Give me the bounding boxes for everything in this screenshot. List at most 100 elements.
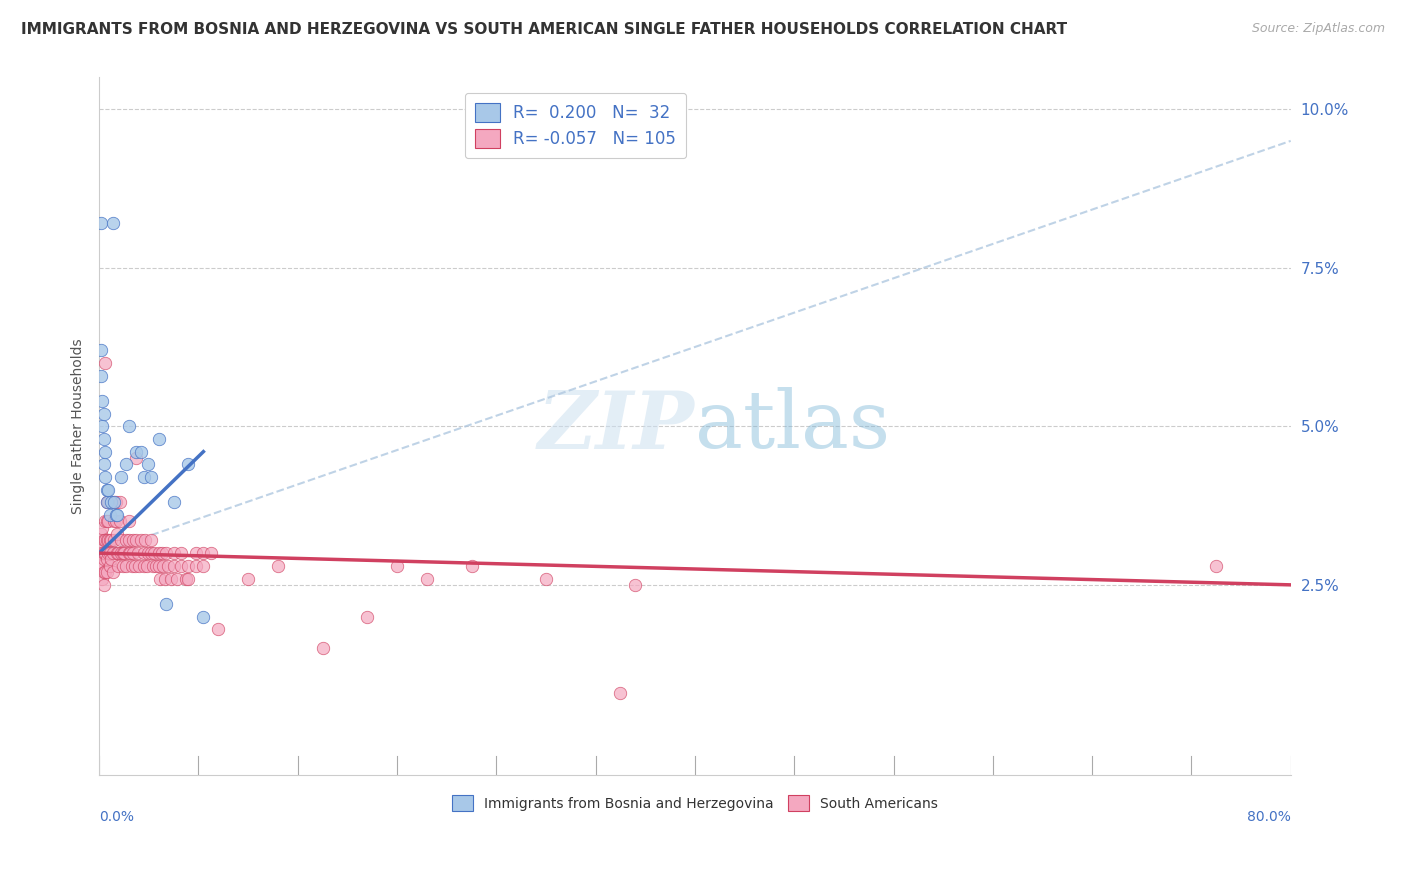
Point	[94, 546, 117, 560]
Point	[91, 540, 114, 554]
Text: atlas: atlas	[695, 387, 890, 466]
Point	[135, 558, 157, 573]
Point	[103, 495, 125, 509]
Point	[97, 546, 120, 560]
Point	[177, 458, 200, 472]
Point	[110, 470, 132, 484]
Point	[103, 495, 125, 509]
Point	[96, 533, 118, 548]
Y-axis label: Single Father Households: Single Father Households	[72, 338, 86, 514]
Point	[104, 508, 127, 522]
Point	[97, 515, 120, 529]
Point	[110, 533, 132, 548]
Point	[98, 533, 121, 548]
Text: IMMIGRANTS FROM BOSNIA AND HERZEGOVINA VS SOUTH AMERICAN SINGLE FATHER HOUSEHOLD: IMMIGRANTS FROM BOSNIA AND HERZEGOVINA V…	[21, 22, 1067, 37]
Point	[103, 533, 125, 548]
Point	[107, 546, 129, 560]
Point	[150, 546, 173, 560]
Point	[94, 533, 117, 548]
Point	[184, 558, 207, 573]
Point	[129, 444, 152, 458]
Point	[132, 546, 155, 560]
Point	[97, 495, 120, 509]
Point	[148, 546, 170, 560]
Point	[184, 546, 207, 560]
Point	[177, 558, 200, 573]
Point	[100, 495, 122, 509]
Point	[90, 558, 112, 573]
Point	[93, 407, 115, 421]
Point	[96, 565, 118, 579]
Point	[141, 470, 163, 484]
Point	[118, 533, 141, 548]
Point	[96, 495, 118, 509]
Point	[110, 546, 132, 560]
Point	[118, 419, 141, 434]
Point	[93, 552, 115, 566]
Point	[162, 546, 184, 560]
Point	[93, 565, 115, 579]
Point	[148, 558, 170, 573]
Point	[100, 552, 122, 566]
Point	[98, 558, 121, 573]
Point	[101, 216, 124, 230]
Point	[624, 578, 647, 592]
Point	[94, 356, 117, 370]
Point	[149, 572, 172, 586]
Point	[115, 558, 138, 573]
Point	[93, 432, 115, 446]
Point	[104, 515, 127, 529]
Point	[94, 470, 117, 484]
Point	[100, 533, 122, 548]
Point	[129, 533, 152, 548]
Point	[170, 546, 193, 560]
Point	[114, 546, 136, 560]
Point	[127, 546, 149, 560]
Point	[94, 565, 117, 579]
Point	[104, 495, 127, 509]
Point	[136, 546, 159, 560]
Point	[90, 216, 112, 230]
Point	[141, 546, 163, 560]
Point	[207, 622, 229, 636]
Point	[94, 444, 117, 458]
Point	[93, 546, 115, 560]
Point	[124, 558, 146, 573]
Point	[118, 546, 141, 560]
Point	[170, 558, 193, 573]
Point	[96, 515, 118, 529]
Point	[93, 458, 115, 472]
Point	[159, 572, 181, 586]
Point	[101, 565, 124, 579]
Point	[91, 521, 114, 535]
Point	[107, 558, 129, 573]
Point	[98, 508, 121, 522]
Point	[177, 572, 200, 586]
Point	[90, 343, 112, 358]
Point	[193, 609, 215, 624]
Point	[311, 641, 333, 656]
Point	[162, 558, 184, 573]
Point	[96, 552, 118, 566]
Point	[125, 444, 148, 458]
Point	[93, 578, 115, 592]
Point	[122, 546, 145, 560]
Point	[120, 546, 142, 560]
Point	[609, 686, 631, 700]
Point	[105, 508, 128, 522]
Point	[145, 558, 167, 573]
Point	[356, 609, 378, 624]
Point	[101, 546, 124, 560]
Point	[121, 558, 143, 573]
Point	[125, 533, 148, 548]
Point	[166, 572, 188, 586]
Point	[97, 533, 120, 548]
Point	[193, 546, 215, 560]
Point	[105, 546, 128, 560]
Point	[122, 533, 145, 548]
Point	[153, 572, 176, 586]
Point	[118, 515, 141, 529]
Point	[91, 558, 114, 573]
Point	[90, 546, 112, 560]
Text: Source: ZipAtlas.com: Source: ZipAtlas.com	[1251, 22, 1385, 36]
